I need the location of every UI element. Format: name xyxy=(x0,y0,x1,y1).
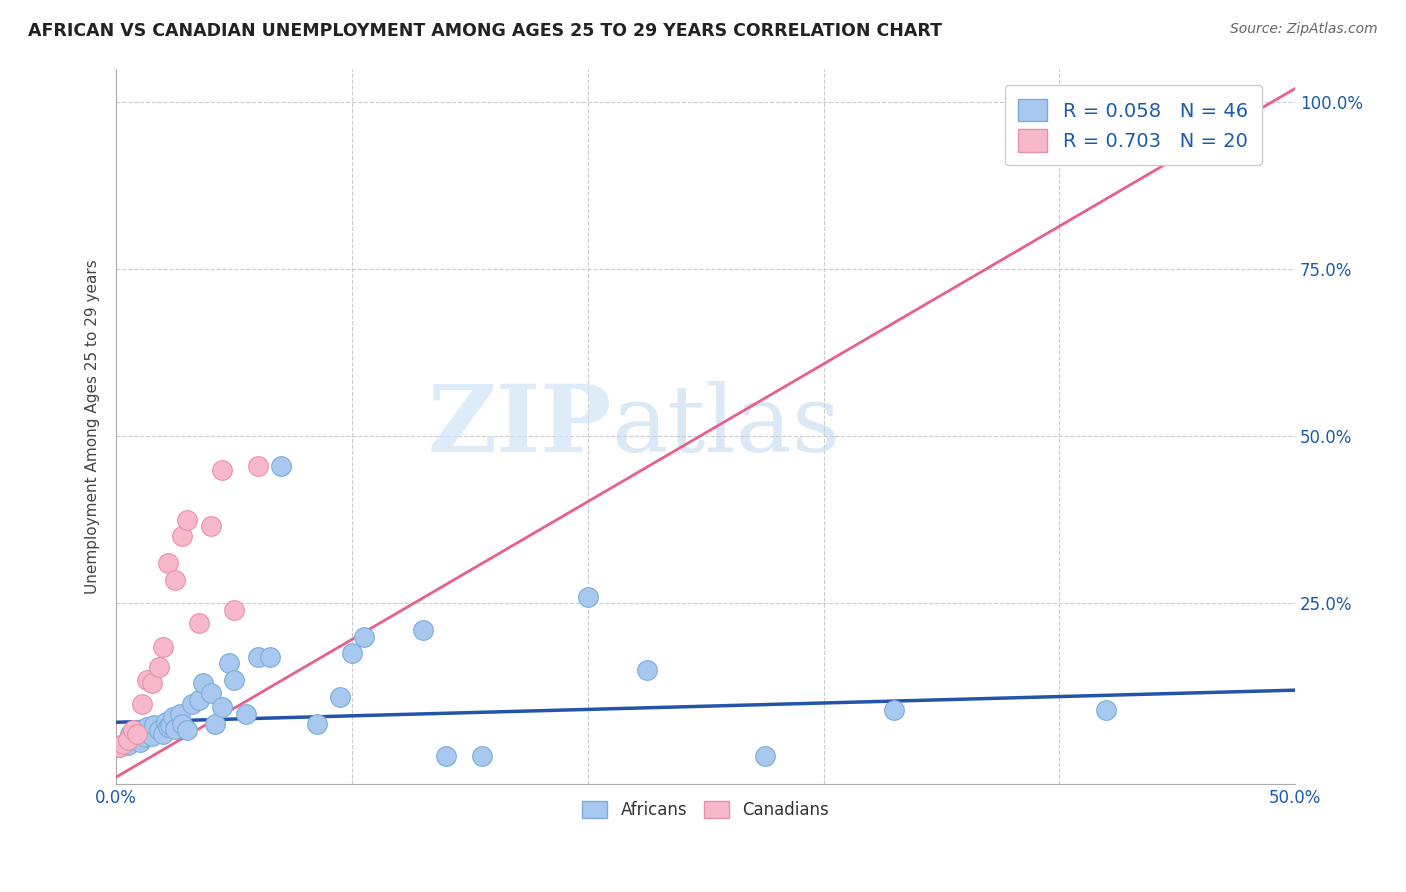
Point xyxy=(200,519,222,533)
Point xyxy=(131,724,153,739)
Point xyxy=(157,556,180,570)
Point xyxy=(112,737,135,751)
Point xyxy=(141,676,163,690)
Point xyxy=(155,715,177,730)
Point xyxy=(576,590,599,604)
Point xyxy=(176,513,198,527)
Point xyxy=(211,462,233,476)
Point xyxy=(187,693,209,707)
Point xyxy=(169,706,191,721)
Point xyxy=(135,673,157,687)
Point xyxy=(120,726,142,740)
Point xyxy=(329,690,352,704)
Point xyxy=(141,729,163,743)
Point xyxy=(246,649,269,664)
Point xyxy=(412,623,434,637)
Point xyxy=(121,723,143,738)
Point xyxy=(107,739,129,754)
Point xyxy=(112,737,135,751)
Point xyxy=(204,716,226,731)
Point xyxy=(180,697,202,711)
Point xyxy=(211,699,233,714)
Point xyxy=(117,738,139,752)
Text: atlas: atlas xyxy=(612,381,841,471)
Point xyxy=(157,720,180,734)
Point xyxy=(148,723,170,738)
Point xyxy=(176,723,198,738)
Point xyxy=(143,718,166,732)
Point xyxy=(187,616,209,631)
Point xyxy=(270,459,292,474)
Point xyxy=(127,723,149,738)
Point xyxy=(152,640,174,654)
Point xyxy=(353,630,375,644)
Point xyxy=(159,718,181,732)
Point xyxy=(117,733,139,747)
Point xyxy=(340,647,363,661)
Text: ZIP: ZIP xyxy=(427,381,612,471)
Point xyxy=(224,603,246,617)
Point xyxy=(148,659,170,673)
Text: Source: ZipAtlas.com: Source: ZipAtlas.com xyxy=(1230,22,1378,37)
Y-axis label: Unemployment Among Ages 25 to 29 years: Unemployment Among Ages 25 to 29 years xyxy=(86,259,100,593)
Point xyxy=(246,459,269,474)
Point xyxy=(128,735,150,749)
Point xyxy=(636,663,658,677)
Text: AFRICAN VS CANADIAN UNEMPLOYMENT AMONG AGES 25 TO 29 YEARS CORRELATION CHART: AFRICAN VS CANADIAN UNEMPLOYMENT AMONG A… xyxy=(28,22,942,40)
Point xyxy=(1095,703,1118,717)
Point xyxy=(883,703,905,717)
Point xyxy=(124,731,146,746)
Point xyxy=(200,686,222,700)
Point xyxy=(259,649,281,664)
Point xyxy=(172,529,194,543)
Point xyxy=(235,706,257,721)
Point xyxy=(107,739,129,754)
Point xyxy=(134,730,156,744)
Point xyxy=(754,748,776,763)
Point xyxy=(434,748,457,763)
Point xyxy=(165,573,187,587)
Point xyxy=(193,676,215,690)
Point xyxy=(1084,121,1107,136)
Point xyxy=(135,720,157,734)
Point xyxy=(162,710,184,724)
Point xyxy=(471,748,494,763)
Point xyxy=(218,657,240,671)
Legend: Africans, Canadians: Africans, Canadians xyxy=(575,794,835,825)
Point xyxy=(305,716,328,731)
Point xyxy=(165,722,187,736)
Point xyxy=(127,726,149,740)
Point xyxy=(131,697,153,711)
Point xyxy=(172,716,194,731)
Point xyxy=(224,673,246,687)
Point xyxy=(152,726,174,740)
